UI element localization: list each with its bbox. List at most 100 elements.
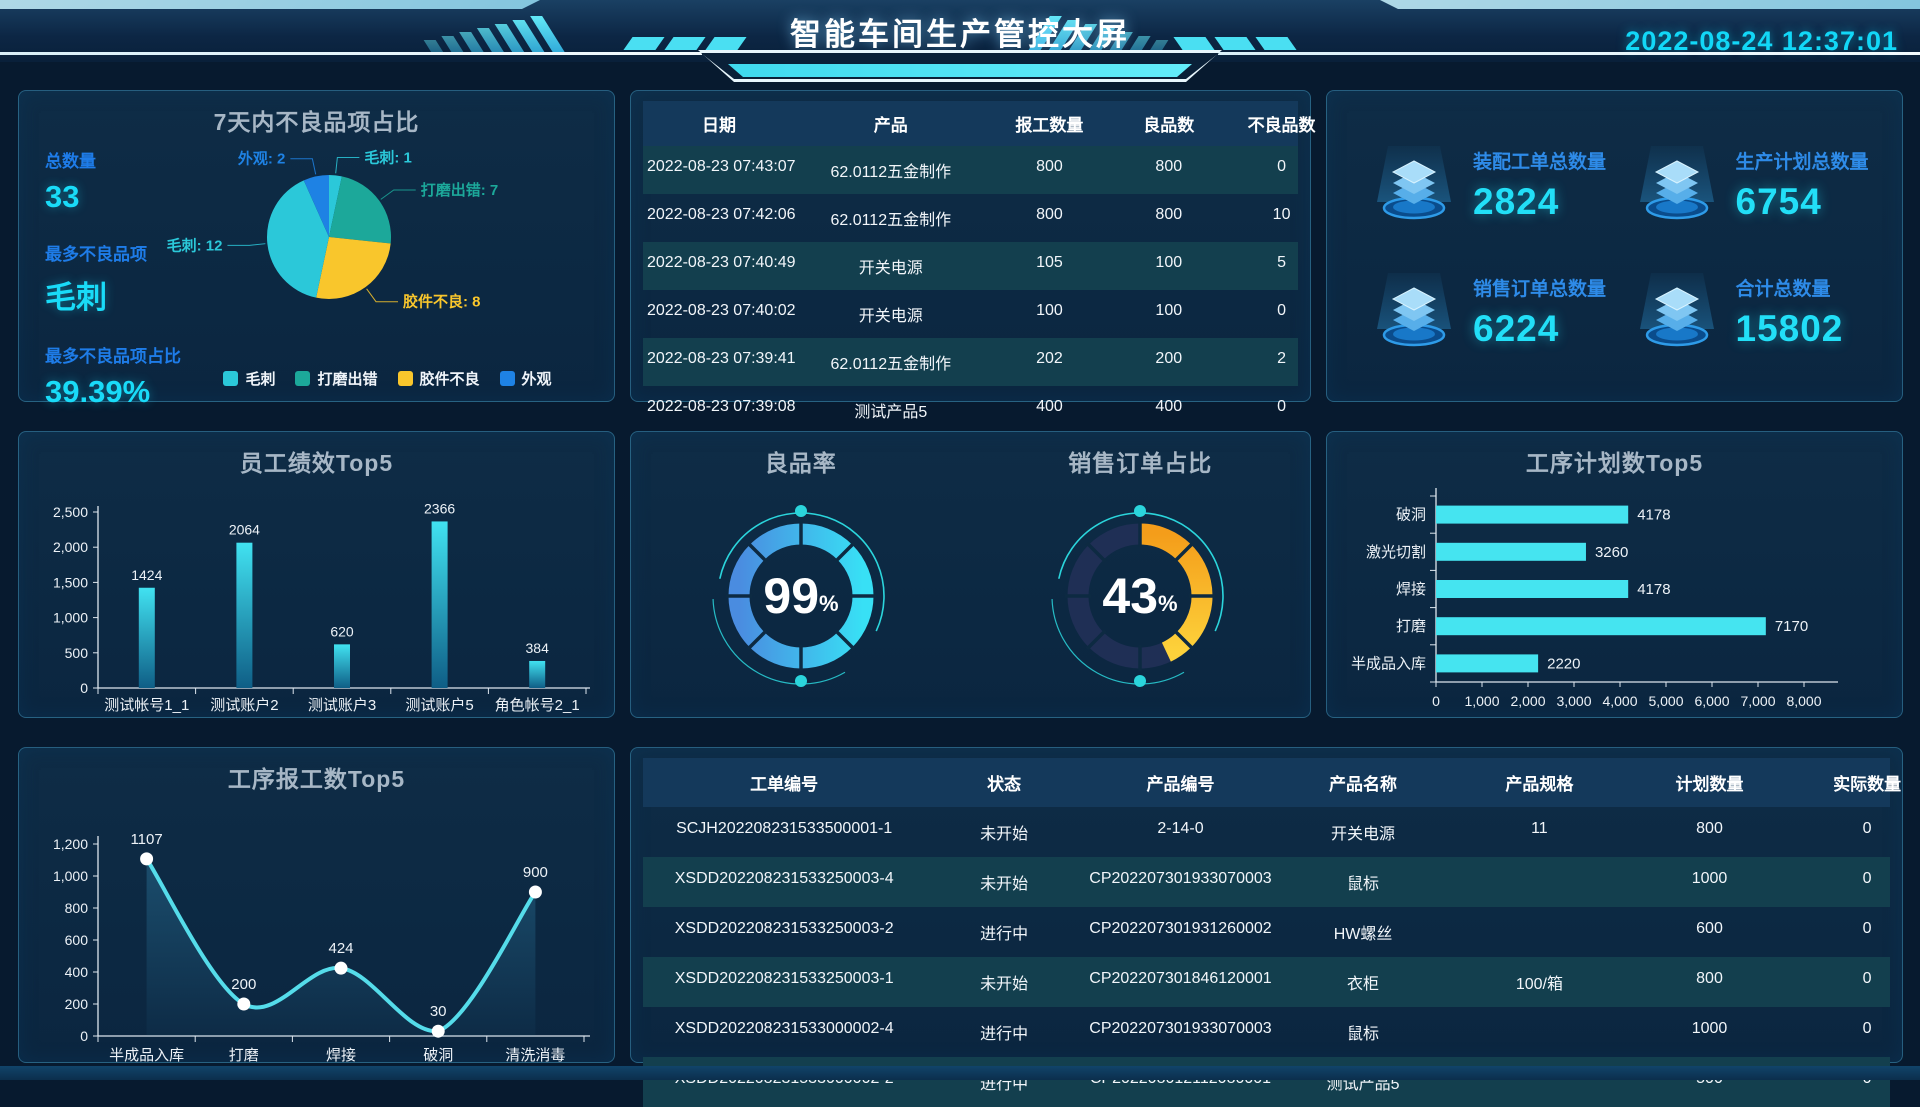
hbar xyxy=(1436,505,1629,524)
table-cell: CP202208012112080001 xyxy=(1083,1057,1278,1107)
process-plan-hbar-chart: 0 1,000 2,000 3,000 4,000 5,000 6,000 7,000 8,00… xyxy=(1351,488,1838,709)
process-report-line-chart: 0 200 400 600 800 1,000 1,200 1107 半成品入库 200 打磨 424… xyxy=(52,831,590,1064)
svg-text:0: 0 xyxy=(80,1028,88,1044)
line-category-label: 打磨 xyxy=(228,1047,258,1064)
table-cell: 0 xyxy=(1862,870,1872,887)
bar-category-label: 测试帐号1_1 xyxy=(104,697,189,714)
page-title: 智能车间生产管控大屏 xyxy=(790,17,1130,52)
bar-value-label: 384 xyxy=(526,640,550,656)
table-cell xyxy=(1448,1057,1631,1107)
summary-card: 合计总数量 15802 xyxy=(1634,252,1887,371)
card-value: 2824 xyxy=(1473,180,1560,222)
bar-category-label: 测试账户3 xyxy=(308,697,376,714)
table-cell: 0 xyxy=(1862,970,1872,987)
table-cell: 105 xyxy=(1036,254,1063,271)
pie-slice xyxy=(267,180,329,298)
legend-label: 毛刺 xyxy=(245,371,276,388)
svg-text:1,000: 1,000 xyxy=(53,610,88,626)
panel-title-employee-performance: 员工绩效Top5 xyxy=(239,450,394,476)
footer-strip xyxy=(0,1066,1920,1080)
summary-cards: 装配工单总数量 2824 生产计划总数量 6754 xyxy=(1327,91,1902,401)
stat-label: 总数量 xyxy=(45,152,96,171)
header-stripes-left xyxy=(423,14,566,54)
table-cell: 100/箱 xyxy=(1515,976,1563,993)
header-corner-decoration-right xyxy=(1380,0,1920,9)
card-info: 生产计划总数量 6754 xyxy=(1736,147,1869,223)
table-cell: 11 xyxy=(1531,820,1548,837)
table-cell: 测试产品5 xyxy=(1326,1076,1400,1093)
card-value: 15802 xyxy=(1735,307,1844,349)
report-records-table: 日期 产品 报工数量 良品数 不良品数 2022-08-23 07:43:07 62.011… xyxy=(631,91,1316,421)
column-header: 实际数量 xyxy=(1833,775,1902,794)
legend-label: 打磨出错 xyxy=(317,371,378,388)
panel-title-sales-order-ratio: 销售订单占比 xyxy=(1068,450,1213,476)
pie-slice xyxy=(329,175,342,237)
table-row: XSDD202208231533000002-4 进行中 CP20220730193… xyxy=(643,1007,1890,1057)
layers-icon xyxy=(1377,272,1451,346)
dashboard-grid: 7天内不良品项占比 总数量 33 最多不良品项 毛刺 最多不良品项占比 39.39% 毛刺… xyxy=(0,62,1920,1107)
bar xyxy=(431,521,448,688)
legend-label: 胶件不良 xyxy=(419,371,480,388)
table-cell: 未开始 xyxy=(980,826,1029,843)
datetime-display: 2022-08-24 12:37:01 xyxy=(1625,26,1898,56)
line-point xyxy=(431,1024,445,1038)
table-cell: 2 xyxy=(1277,350,1287,367)
table-cell: 鼠标 xyxy=(1347,1026,1380,1043)
table-cell: 0 xyxy=(1277,302,1287,319)
line-point xyxy=(528,885,542,899)
panel-title-process-report: 工序报工数Top5 xyxy=(227,766,406,792)
card-value: 6224 xyxy=(1473,307,1560,349)
pie-slice xyxy=(329,176,391,244)
table-cell: 10 xyxy=(1272,206,1291,223)
table-cell: 500 xyxy=(1631,1057,1789,1107)
table-cell: HW螺丝 xyxy=(1333,926,1393,943)
table-cell: 200 xyxy=(1155,350,1183,367)
panel-process-plan: 工序计划数Top5 0 1,000 2,000 3,000 4,000 5,000 6,00… xyxy=(1326,431,1903,718)
table-cell: CP202207301846120001 xyxy=(1089,970,1272,987)
panel-defect-ratio: 7天内不良品项占比 总数量 33 最多不良品项 毛刺 最多不良品项占比 39.39% 毛刺… xyxy=(18,90,615,409)
pie-slice-label: 毛刺: 1 xyxy=(364,148,412,166)
line-category-label: 清洗消毒 xyxy=(505,1047,565,1064)
table-cell: 未开始 xyxy=(980,876,1029,893)
header-center-decoration xyxy=(698,50,1222,82)
table-cell: 0 xyxy=(1788,1057,1920,1107)
stat-label: 最多不良品项 xyxy=(45,245,147,264)
pie-slice-label: 打磨出错: 7 xyxy=(421,181,499,199)
panel-process-report: 工序报工数Top5 0 200 400 600 800 1,000 1,200 1107 半成品… xyxy=(18,747,615,1064)
gauge-value: 43% xyxy=(1103,568,1178,624)
employee-performance-bar-chart: 0 500 1,000 1,500 2,000 2,500 1424 测试帐号1_1 2064 测… xyxy=(53,500,590,714)
line-value-label: 30 xyxy=(429,1003,446,1020)
legend-item: 打磨出错 xyxy=(295,368,378,389)
layers-icon xyxy=(1639,272,1714,346)
table-cell: 0 xyxy=(1862,820,1872,837)
pie-slice xyxy=(303,175,329,237)
table-row: 2022-08-23 07:40:02 开关电源 100 100 0 xyxy=(643,290,1298,338)
table-cell: 开关电源 xyxy=(858,260,923,277)
svg-text:1,200: 1,200 xyxy=(52,836,87,852)
table-cell: CP202207301933070003 xyxy=(1089,1020,1272,1037)
hbar-category-label: 打磨 xyxy=(1396,618,1426,635)
legend-item: 胶件不良 xyxy=(397,368,480,389)
column-header: 状态 xyxy=(987,775,1022,794)
table-cell: 测试产品5 xyxy=(854,404,928,421)
table-cell xyxy=(1448,907,1631,957)
table-cell: XSDD202208231533250003-1 xyxy=(674,970,894,987)
stat-value: 39.39% xyxy=(45,374,151,409)
header-corner-decoration-left xyxy=(0,0,540,9)
layers-icon xyxy=(1639,145,1714,219)
column-header: 良品数 xyxy=(1143,116,1195,135)
table-cell: 进行中 xyxy=(980,1026,1029,1043)
column-header: 工单编号 xyxy=(750,775,819,794)
table-cell: CP202207301931260002 xyxy=(1089,920,1272,937)
table-cell: 鼠标 xyxy=(1347,876,1380,893)
svg-text:8,000: 8,000 xyxy=(1786,693,1821,709)
legend-item: 外观 xyxy=(499,368,552,389)
svg-text:800: 800 xyxy=(64,900,88,916)
svg-text:5,000: 5,000 xyxy=(1648,693,1683,709)
header-chips-left xyxy=(623,37,747,50)
table-cell: 进行中 xyxy=(980,926,1029,943)
svg-text:4,000: 4,000 xyxy=(1602,693,1637,709)
table-cell: XSDD202208231533000002-4 xyxy=(674,1020,894,1037)
layers-icon xyxy=(1377,145,1451,219)
svg-text:0: 0 xyxy=(80,680,88,696)
